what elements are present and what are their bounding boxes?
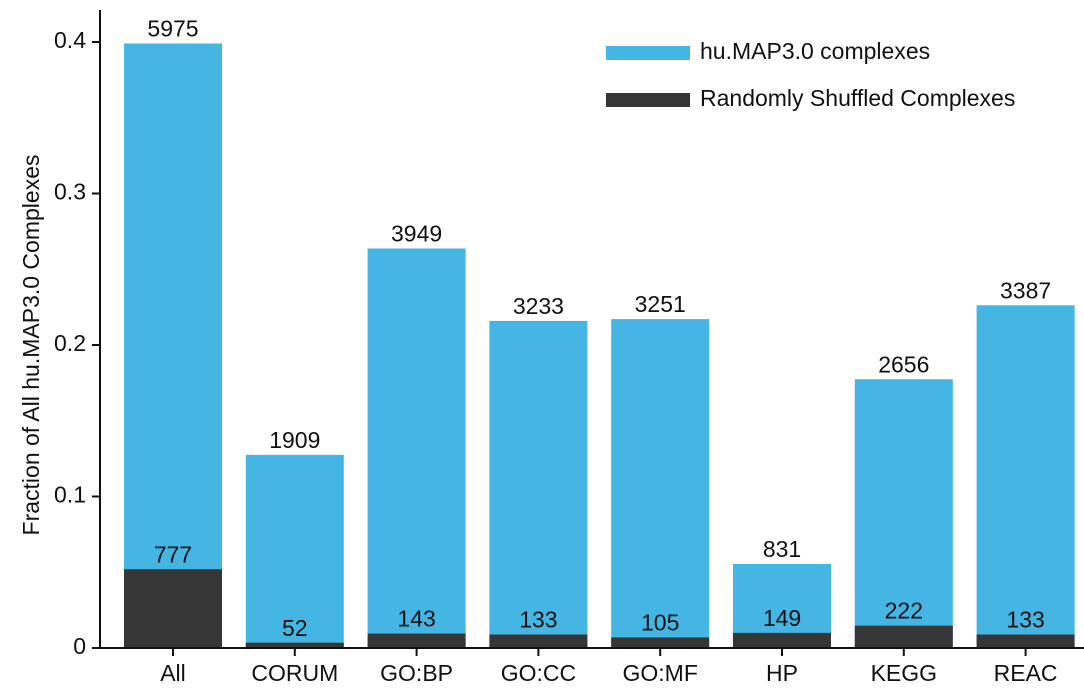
y-axis-label: Fraction of All hu.MAP3.0 Complexes <box>18 155 44 536</box>
bar <box>611 319 710 648</box>
bar-count-label: 3233 <box>513 293 564 319</box>
bar <box>611 637 710 648</box>
y-tick-label: 0.4 <box>54 27 86 53</box>
x-tick-label: GO:MF <box>623 660 698 686</box>
bar-count-label: 5975 <box>147 16 198 42</box>
bar-count-label: 143 <box>397 606 435 632</box>
bar-count-label: 105 <box>641 609 679 635</box>
bar-count-label: 3387 <box>1000 277 1051 303</box>
y-tick-label: 0.1 <box>54 482 86 508</box>
bar-count-label: 222 <box>885 598 923 624</box>
bar-count-label: 831 <box>763 536 801 562</box>
x-tick-label: All <box>160 660 186 686</box>
x-tick-label: GO:CC <box>501 660 576 686</box>
x-tick-label: CORUM <box>251 660 338 686</box>
bar-count-label: 133 <box>519 607 557 633</box>
bar <box>489 320 588 648</box>
bar-count-label: 1909 <box>269 427 320 453</box>
bar <box>245 454 344 648</box>
legend-label: Randomly Shuffled Complexes <box>700 85 1015 111</box>
bar <box>367 633 466 648</box>
legend-label: hu.MAP3.0 complexes <box>700 38 930 64</box>
bar <box>854 379 953 648</box>
bar-count-label: 777 <box>154 541 192 567</box>
bar-count-label: 52 <box>282 615 308 641</box>
bar-count-label: 149 <box>763 605 801 631</box>
legend-swatch <box>606 46 690 60</box>
bar <box>367 248 466 648</box>
y-tick-label: 0.3 <box>54 179 86 205</box>
bar <box>854 625 953 648</box>
x-tick-label: HP <box>766 660 798 686</box>
x-tick-label: REAC <box>994 660 1058 686</box>
x-tick-label: GO:BP <box>380 660 453 686</box>
bar <box>124 569 222 648</box>
legend-swatch <box>606 93 690 107</box>
bar-count-label: 2656 <box>878 351 929 377</box>
bar <box>733 632 831 648</box>
bar-count-label: 3251 <box>635 291 686 317</box>
bar <box>124 43 222 648</box>
bar <box>976 634 1075 648</box>
bar <box>976 305 1075 648</box>
bar-count-label: 3949 <box>391 221 442 247</box>
y-tick-label: 0 <box>73 633 86 659</box>
bar-count-label: 133 <box>1006 607 1044 633</box>
bar <box>245 642 344 648</box>
bar <box>489 634 588 648</box>
x-tick-label: KEGG <box>871 660 937 686</box>
y-tick-label: 0.2 <box>54 330 86 356</box>
